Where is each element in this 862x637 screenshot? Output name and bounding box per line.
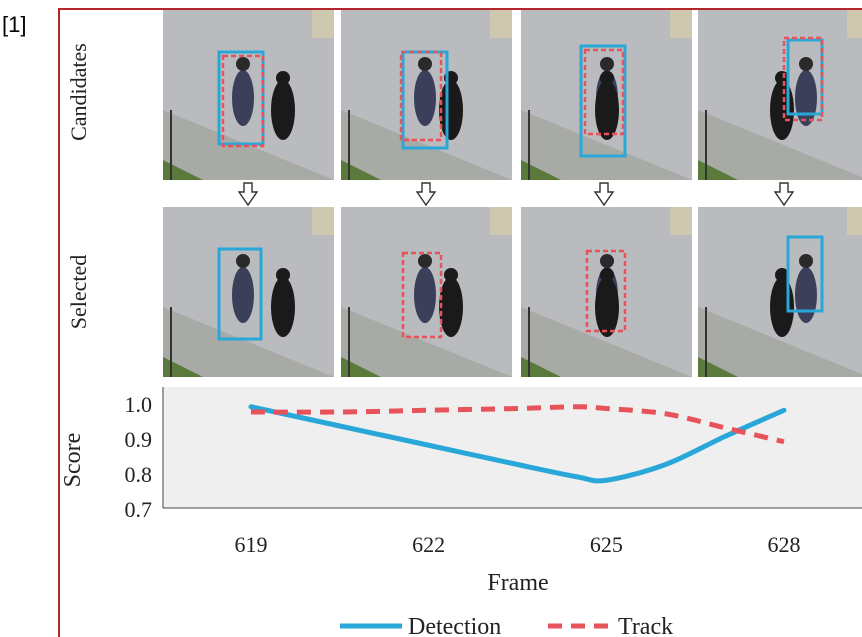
thumbnail-grass <box>341 160 381 180</box>
person-head <box>799 57 813 71</box>
thumbnail-grass <box>341 357 381 377</box>
thumbnail-image <box>521 207 692 377</box>
person-head <box>600 71 614 85</box>
thumbnail-grass <box>698 357 738 377</box>
thumbnail-shrub <box>847 10 862 38</box>
person-head <box>276 268 290 282</box>
thumbnail-shrub <box>312 10 334 38</box>
person-head <box>236 254 250 268</box>
reference-label: [1] <box>2 12 27 37</box>
person-head <box>276 71 290 85</box>
person-figure <box>439 80 463 140</box>
thumbnail-grass <box>698 160 738 180</box>
person-head <box>775 268 789 282</box>
thumbnail-ground <box>698 110 862 180</box>
person-head <box>418 254 432 268</box>
thumbnail-shrub <box>670 10 692 38</box>
down-arrow-icon <box>237 182 259 207</box>
person-figure <box>439 277 463 337</box>
thumbnail-shrub <box>312 207 334 235</box>
person-figure <box>271 80 295 140</box>
detection-box <box>786 235 824 313</box>
thumbnail-ground <box>163 307 334 377</box>
person-figure <box>770 80 794 140</box>
person-figure <box>414 267 436 323</box>
person-head <box>600 57 614 71</box>
arrow-row <box>237 182 795 207</box>
track-box <box>782 36 824 122</box>
person-figure <box>595 80 619 140</box>
x-tick-label: 619 <box>235 532 268 557</box>
thumbnail-grid <box>163 10 862 377</box>
detection-box <box>217 247 263 341</box>
x-tick-label: 622 <box>412 532 445 557</box>
down-arrow-icon <box>415 182 437 207</box>
person-head <box>600 268 614 282</box>
x-tick-label: 628 <box>768 532 801 557</box>
track-box <box>585 249 627 333</box>
thumbnail-image <box>698 207 862 377</box>
thumbnail-shrub <box>490 10 512 38</box>
person-figure <box>595 277 619 337</box>
track-box <box>401 251 443 339</box>
down-arrow-icon <box>773 182 795 207</box>
person-figure <box>271 277 295 337</box>
y-tick-label: 1.0 <box>125 392 153 417</box>
detection-box <box>579 44 627 158</box>
person-head <box>799 254 813 268</box>
thumbnail-ground <box>521 110 692 180</box>
person-figure <box>232 70 254 126</box>
person-figure <box>232 267 254 323</box>
legend-detection-label: Detection <box>408 614 501 637</box>
person-head <box>600 254 614 268</box>
y-axis-title: Score <box>60 433 86 488</box>
thumbnail-ground <box>341 110 512 180</box>
person-head <box>418 57 432 71</box>
person-head <box>236 57 250 71</box>
y-tick-label: 0.9 <box>125 427 153 452</box>
legend-track-label: Track <box>618 614 673 637</box>
thumbnail-ground <box>521 307 692 377</box>
x-axis-title: Frame <box>487 570 548 596</box>
thumbnail-ground <box>698 307 862 377</box>
thumbnail-shrub <box>847 207 862 235</box>
person-figure <box>795 70 817 126</box>
x-tick-label: 625 <box>590 532 623 557</box>
person-figure <box>795 267 817 323</box>
y-tick-label: 0.8 <box>125 462 153 487</box>
down-arrow-icon <box>593 182 615 207</box>
thumbnail-image <box>341 10 512 180</box>
thumbnail-grass <box>163 160 203 180</box>
legend: Detection Track <box>340 614 673 637</box>
thumbnail-grass <box>521 357 561 377</box>
y-tick-label: 0.7 <box>125 497 153 522</box>
track-box <box>583 48 625 136</box>
thumbnail-image <box>521 10 692 180</box>
thumbnail-image <box>163 10 334 180</box>
plot-area <box>163 387 862 508</box>
track-series-line <box>250 404 785 445</box>
track-box <box>399 50 443 142</box>
figure-border <box>58 8 862 637</box>
thumbnail-shrub <box>670 207 692 235</box>
person-head <box>775 71 789 85</box>
thumbnail-grass <box>521 160 561 180</box>
thumbnail-image <box>341 207 512 377</box>
thumbnail-shrub <box>490 207 512 235</box>
person-figure <box>414 70 436 126</box>
track-box <box>221 54 265 148</box>
detection-series-line <box>248 404 787 484</box>
person-figure <box>770 277 794 337</box>
score-chart: 1.0 0.9 0.8 0.7 619 622 625 628 Frame Score Detect… <box>60 387 862 637</box>
person-head <box>444 268 458 282</box>
thumbnail-grass <box>163 357 203 377</box>
thumbnail-ground <box>341 307 512 377</box>
thumbnail-image <box>698 10 862 180</box>
thumbnail-image <box>163 207 334 377</box>
